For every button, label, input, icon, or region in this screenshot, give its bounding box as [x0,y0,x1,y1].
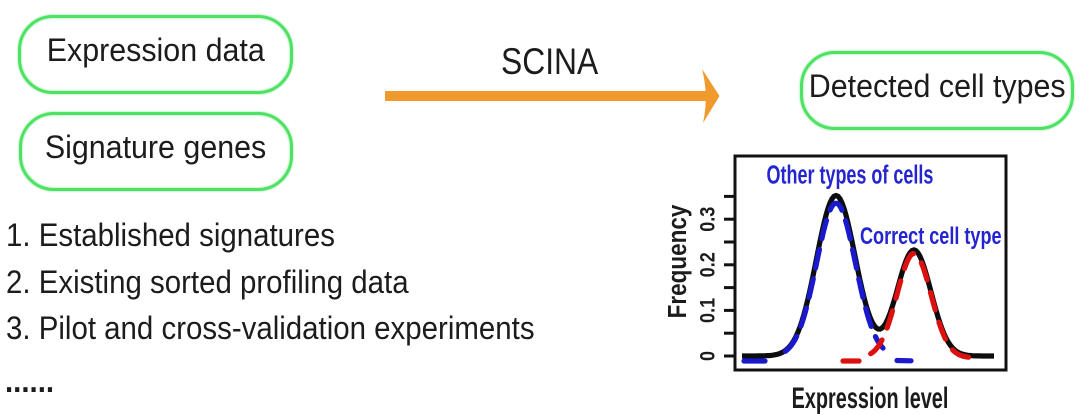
svg-text:0.2: 0.2 [696,252,720,277]
svg-text:Other types of cells: Other types of cells [767,160,934,189]
svg-text:Correct cell type: Correct cell type [860,223,1002,250]
svg-text:0.3: 0.3 [696,207,720,232]
svg-text:Expression level: Expression level [792,382,949,414]
svg-text:Frequency: Frequency [664,204,693,318]
svg-text:0.1: 0.1 [696,298,720,323]
svg-text:0: 0 [696,351,720,361]
